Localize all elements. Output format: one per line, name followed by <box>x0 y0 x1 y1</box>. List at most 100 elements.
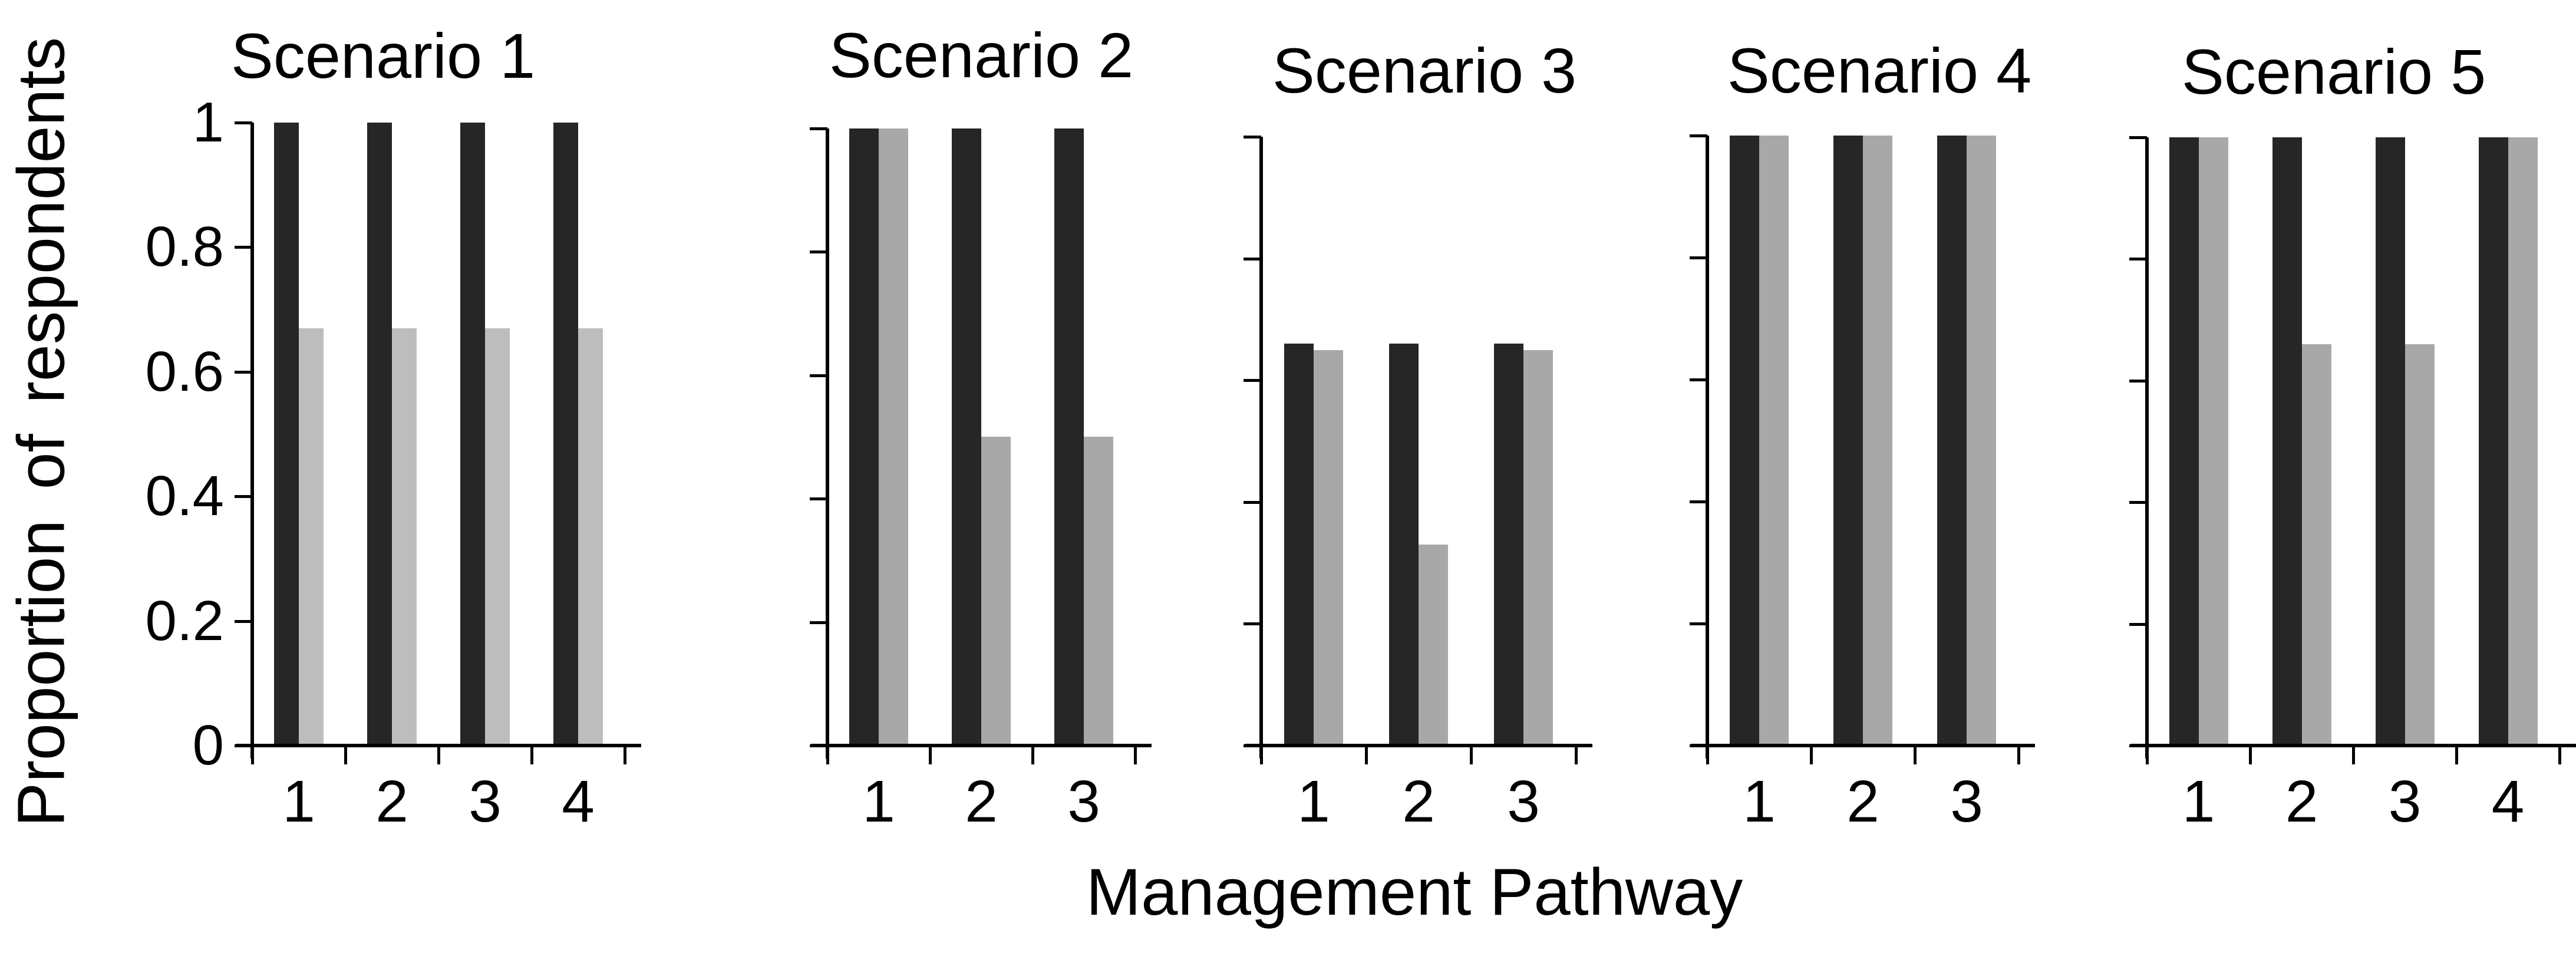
x-tick-label: 2 <box>965 769 998 835</box>
x-tick <box>1364 746 1368 764</box>
bar-s2-g2-black <box>952 128 981 746</box>
x-tick <box>623 746 626 764</box>
bar-s5-g3-black <box>2375 137 2405 746</box>
y-tick-label: 0.6 <box>145 340 224 403</box>
y-tick <box>2129 136 2147 139</box>
y-tick <box>1244 622 1261 625</box>
y-axis <box>1706 136 1709 759</box>
bar-s2-g1-grey <box>879 128 908 746</box>
bar-s5-g1-black <box>2169 137 2199 746</box>
y-axis <box>1259 137 1263 759</box>
y-tick-label: 0 <box>192 714 224 777</box>
y-tick <box>1690 256 1707 259</box>
y-tick <box>235 619 252 623</box>
bar-s4-g3-black <box>1937 136 1967 746</box>
bar-s4-g3-grey <box>1967 136 1996 746</box>
bar-s2-g3-black <box>1054 128 1084 746</box>
x-tick <box>2351 746 2355 764</box>
panel-title: Scenario 3 <box>1272 35 1577 106</box>
y-axis <box>826 128 829 759</box>
y-tick <box>2129 622 2147 626</box>
x-tick <box>1809 746 1813 764</box>
x-tick-label: 1 <box>1297 769 1330 835</box>
y-tick <box>1244 500 1261 504</box>
x-tick <box>1133 746 1137 764</box>
x-axis <box>1691 744 2035 747</box>
bar-s4-g2-grey <box>1863 136 1892 746</box>
bar-s3-g1-black <box>1284 344 1314 746</box>
x-tick <box>2455 746 2458 764</box>
x-tick <box>344 746 347 764</box>
bar-s1-g2-grey <box>392 328 417 746</box>
x-tick <box>250 746 254 764</box>
x-tick <box>928 746 932 764</box>
y-tick <box>2129 500 2147 504</box>
x-tick-label: 4 <box>2491 769 2525 835</box>
x-tick <box>1031 746 1034 764</box>
x-tick-label: 2 <box>375 769 408 835</box>
y-tick <box>1690 500 1707 503</box>
bar-s2-g3-grey <box>1084 437 1113 746</box>
bar-s1-g4-black <box>553 123 578 746</box>
panel-title: Scenario 1 <box>230 20 536 91</box>
x-tick-label: 4 <box>562 769 595 835</box>
y-tick <box>235 494 252 498</box>
x-axis <box>1245 744 1592 747</box>
y-tick-label: 1 <box>192 91 224 154</box>
y-tick <box>235 245 252 249</box>
bar-s3-g2-black <box>1389 344 1419 746</box>
x-tick-label: 2 <box>1402 769 1435 835</box>
bar-s3-g3-grey <box>1523 350 1553 746</box>
y-tick <box>810 621 827 624</box>
y-tick <box>1244 257 1261 260</box>
x-tick <box>1469 746 1473 764</box>
bar-s3-g2-grey <box>1419 545 1448 746</box>
y-tick <box>1690 622 1707 625</box>
x-tick <box>530 746 533 764</box>
x-tick-label: 2 <box>2285 769 2318 835</box>
x-tick <box>826 746 829 764</box>
x-axis-label: Management Pathway <box>1086 855 1743 929</box>
y-tick-label: 0.2 <box>145 589 224 652</box>
x-tick <box>2248 746 2252 764</box>
y-tick <box>1244 135 1261 139</box>
bar-s4-g1-grey <box>1759 136 1789 746</box>
x-tick-label: 1 <box>2182 769 2215 835</box>
x-tick-label: 1 <box>1743 769 1776 835</box>
bar-s1-g4-grey <box>578 328 603 746</box>
bar-s5-g4-grey <box>2508 137 2538 746</box>
x-tick-label: 3 <box>1950 769 1983 835</box>
x-tick-label: 3 <box>1507 769 1540 835</box>
panel-title: Scenario 4 <box>1727 35 2032 106</box>
x-tick <box>1706 746 1709 764</box>
bar-s5-g2-grey <box>2301 344 2331 746</box>
x-tick <box>2145 746 2149 764</box>
y-tick <box>2129 379 2147 382</box>
bar-s1-g3-grey <box>485 328 510 746</box>
panel-title: Scenario 2 <box>829 19 1134 91</box>
x-tick-label: 1 <box>862 769 895 835</box>
x-tick <box>2558 746 2561 764</box>
x-tick-label: 2 <box>1846 769 1879 835</box>
bar-s5-g4-black <box>2478 137 2508 746</box>
y-tick <box>2129 257 2147 260</box>
bar-s2-g1-black <box>849 128 879 746</box>
x-tick-label: 1 <box>282 769 315 835</box>
x-tick-label: 3 <box>1067 769 1100 835</box>
x-tick <box>1574 746 1578 764</box>
y-axis <box>2145 137 2149 759</box>
x-tick-label: 3 <box>469 769 502 835</box>
y-tick <box>810 250 827 253</box>
bar-s5-g1-grey <box>2198 137 2228 746</box>
y-tick-label: 0.8 <box>145 215 224 278</box>
bar-s3-g1-grey <box>1314 350 1343 746</box>
y-tick <box>810 497 827 500</box>
y-tick-label: 0.4 <box>145 464 224 527</box>
y-tick <box>1244 378 1261 382</box>
y-tick <box>810 374 827 377</box>
